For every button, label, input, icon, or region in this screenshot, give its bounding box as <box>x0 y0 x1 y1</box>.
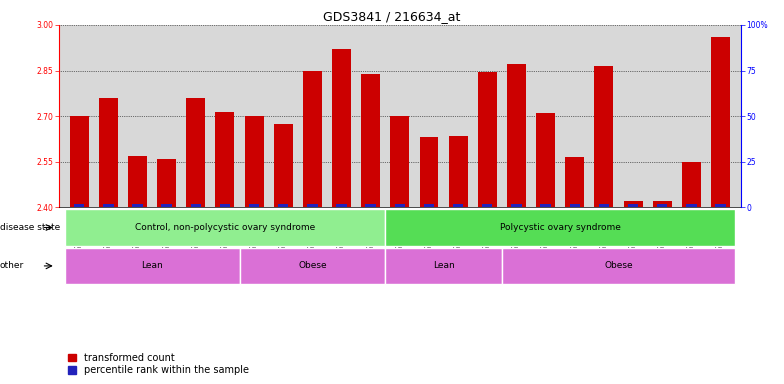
Bar <box>686 204 696 207</box>
Bar <box>361 74 380 207</box>
Bar <box>711 37 730 207</box>
Bar <box>187 98 205 207</box>
Bar <box>536 113 555 207</box>
Bar <box>365 204 376 207</box>
Bar <box>477 72 497 207</box>
Bar <box>132 204 143 207</box>
Bar <box>216 112 234 207</box>
Bar <box>715 204 726 207</box>
Bar <box>162 204 172 207</box>
Bar <box>99 98 118 207</box>
Bar <box>448 136 467 207</box>
Bar <box>278 204 289 207</box>
Bar <box>240 248 385 284</box>
Bar <box>385 248 502 284</box>
Bar <box>128 156 147 207</box>
Bar <box>394 204 405 207</box>
Text: Control, non-polycystic ovary syndrome: Control, non-polycystic ovary syndrome <box>135 223 315 232</box>
Text: Obese: Obese <box>604 262 633 270</box>
Bar <box>303 71 322 207</box>
Bar <box>70 116 89 207</box>
Bar <box>623 201 643 207</box>
Bar <box>245 116 263 207</box>
Bar <box>332 49 351 207</box>
Bar <box>507 65 526 207</box>
Text: Lean: Lean <box>141 262 163 270</box>
Text: disease state: disease state <box>0 223 60 232</box>
Bar <box>657 204 667 207</box>
Bar <box>569 204 580 207</box>
Bar <box>103 204 114 207</box>
Text: Polycystic ovary syndrome: Polycystic ovary syndrome <box>499 223 621 232</box>
Bar <box>594 66 613 207</box>
Bar <box>74 204 85 207</box>
Bar <box>565 157 584 207</box>
Bar <box>390 116 409 207</box>
Bar <box>540 204 551 207</box>
Bar <box>157 159 176 207</box>
Bar <box>249 204 260 207</box>
Text: GDS3841 / 216634_at: GDS3841 / 216634_at <box>323 10 461 23</box>
Bar <box>502 248 735 284</box>
Text: Obese: Obese <box>298 262 327 270</box>
Bar <box>385 209 735 246</box>
Bar <box>64 248 240 284</box>
Bar <box>191 204 201 207</box>
Bar <box>599 204 609 207</box>
Bar <box>64 209 385 246</box>
Bar <box>511 204 521 207</box>
Bar <box>424 204 434 207</box>
Bar <box>336 204 347 207</box>
Bar <box>653 201 672 207</box>
Bar <box>307 204 318 207</box>
Bar <box>220 204 230 207</box>
Text: Lean: Lean <box>433 262 455 270</box>
Text: other: other <box>0 262 24 270</box>
Bar <box>453 204 463 207</box>
Legend: transformed count, percentile rank within the sample: transformed count, percentile rank withi… <box>64 349 253 379</box>
Bar <box>682 162 701 207</box>
Bar <box>419 137 438 207</box>
Bar <box>628 204 638 207</box>
Bar <box>274 124 292 207</box>
Bar <box>482 204 492 207</box>
